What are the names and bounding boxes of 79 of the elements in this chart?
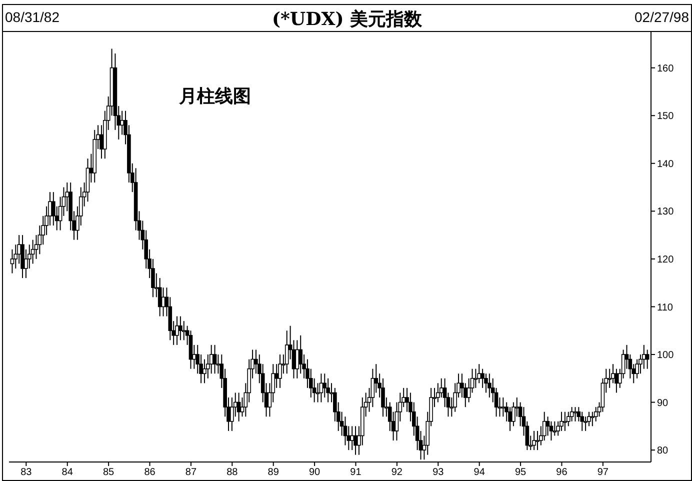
candlestick xyxy=(566,411,570,427)
x-tick-label: 95 xyxy=(514,467,527,478)
candlestick xyxy=(278,354,282,388)
candlestick xyxy=(590,411,594,427)
x-tick-label: 92 xyxy=(391,467,403,478)
candlestick xyxy=(30,239,35,264)
candlestick xyxy=(120,110,124,136)
candlestick xyxy=(580,411,584,432)
candlestick xyxy=(354,426,358,456)
candlestick xyxy=(512,402,516,427)
candlestick xyxy=(175,316,179,346)
candlestick xyxy=(546,416,550,436)
x-tick-label: 87 xyxy=(185,467,197,478)
y-tick-label: 140 xyxy=(657,158,674,170)
candlestick xyxy=(484,373,488,394)
x-tick-label: 91 xyxy=(350,467,362,478)
candlestick xyxy=(202,358,206,384)
candlestick xyxy=(158,278,162,317)
text: 08/31/82 xyxy=(5,9,60,25)
candlestick xyxy=(20,234,24,279)
candlestick xyxy=(436,382,440,403)
candlestick xyxy=(326,378,330,403)
candlestick xyxy=(212,344,217,374)
candlestick xyxy=(587,411,591,427)
candlestick xyxy=(532,430,536,451)
y-tick-label: 150 xyxy=(657,111,674,122)
candlestick xyxy=(642,344,646,370)
chart-title: (*UDX) 美元指数 xyxy=(272,9,422,30)
candlestick xyxy=(477,364,482,384)
candlestick xyxy=(560,411,564,432)
candlestick xyxy=(370,368,375,408)
candlestick xyxy=(182,320,186,341)
x-tick-label: 85 xyxy=(103,467,115,478)
candlestick xyxy=(614,368,618,394)
candlestick xyxy=(236,392,241,422)
candlestick xyxy=(381,378,385,418)
candlestick xyxy=(584,416,588,432)
candlestick xyxy=(209,344,214,374)
candlestick xyxy=(350,426,354,451)
candlestick xyxy=(480,368,484,388)
text: 02/27/98 xyxy=(634,9,689,25)
candlestick xyxy=(188,330,193,370)
candlestick xyxy=(298,334,302,374)
x-tick-label: 84 xyxy=(62,467,74,478)
candlestick xyxy=(635,358,639,379)
candlestick xyxy=(178,316,182,341)
candlestick xyxy=(508,406,512,432)
x-tick-label: 83 xyxy=(20,467,32,478)
candlestick xyxy=(86,158,90,202)
candlestick xyxy=(611,364,615,384)
y-tick-label: 120 xyxy=(657,254,674,266)
x-tick-label: 97 xyxy=(597,467,609,478)
y-tick-label: 160 xyxy=(657,63,674,74)
candlestick xyxy=(501,397,506,418)
candlestick xyxy=(284,330,289,374)
y-tick-label: 110 xyxy=(657,302,674,314)
x-tick-label: 90 xyxy=(308,467,321,478)
candlestick xyxy=(570,406,574,422)
candlestick xyxy=(474,368,478,388)
candlestick xyxy=(161,287,166,317)
x-tick-label: 96 xyxy=(556,467,568,478)
x-tick-label: 93 xyxy=(432,467,444,478)
x-tick-label: 94 xyxy=(474,467,486,478)
candlestick xyxy=(536,430,540,451)
y-tick-label: 100 xyxy=(657,350,674,362)
x-tick-label: 89 xyxy=(268,467,280,478)
candlestick xyxy=(10,248,14,274)
candlestick xyxy=(608,368,612,388)
candlestick xyxy=(563,411,567,432)
y-tick-label: 90 xyxy=(657,398,669,409)
candlestick xyxy=(594,406,598,422)
candlestick xyxy=(552,420,557,436)
x-tick-label: 88 xyxy=(226,467,238,478)
candlestick xyxy=(549,420,554,441)
y-tick-label: 80 xyxy=(657,446,669,457)
candlestick xyxy=(343,416,348,446)
annotation: 月柱线图 xyxy=(179,85,251,108)
y-tick-label: 130 xyxy=(657,206,674,218)
x-tick-label: 86 xyxy=(144,467,156,478)
